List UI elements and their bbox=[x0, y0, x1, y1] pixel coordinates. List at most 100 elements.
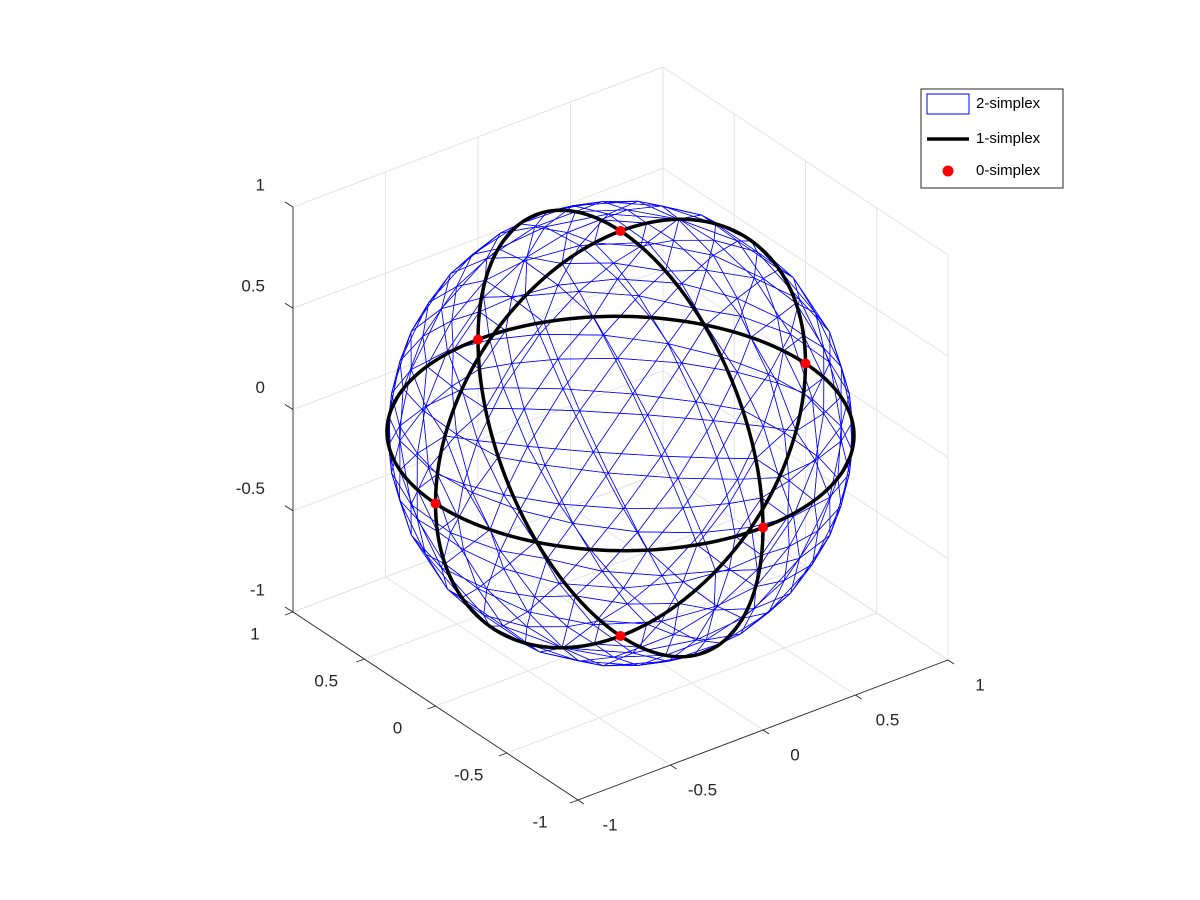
simplex-0 bbox=[758, 522, 768, 533]
simplex-2 bbox=[647, 414, 714, 479]
grid-line bbox=[292, 66, 664, 208]
simplex-2 bbox=[538, 290, 604, 336]
simplex-2 bbox=[637, 200, 702, 220]
simplex-1 bbox=[619, 229, 765, 528]
x-tick-label: 0 bbox=[790, 745, 799, 764]
edges bbox=[385, 208, 856, 659]
simplex-2 bbox=[485, 588, 536, 628]
x-tick bbox=[947, 659, 955, 665]
legend-label: 2-simplex bbox=[976, 95, 1041, 112]
simplex-2 bbox=[511, 358, 559, 410]
mesh bbox=[388, 200, 853, 667]
grid-line bbox=[292, 471, 664, 613]
simplex-2 bbox=[660, 401, 718, 459]
simplex-2 bbox=[616, 357, 683, 416]
simplex-1 bbox=[476, 339, 622, 638]
simplex-2 bbox=[511, 260, 559, 299]
legend-label: 0-simplex bbox=[976, 162, 1041, 179]
simplex-2 bbox=[410, 273, 451, 332]
legend-swatch bbox=[926, 93, 970, 115]
z-tick-label: 0 bbox=[256, 378, 265, 397]
simplex-2 bbox=[489, 333, 541, 389]
axes: -1 -0.5 0 0.5 1 -1 -0.5 0 0.5 1 -1 -0.5 0 0.5 1 bbox=[236, 175, 985, 834]
simplex-2 bbox=[527, 388, 594, 453]
simplex-2 bbox=[742, 579, 786, 619]
grid-line bbox=[364, 518, 735, 660]
simplex-2 bbox=[601, 570, 663, 605]
y-tick bbox=[498, 752, 507, 757]
simplex-2 bbox=[695, 401, 744, 459]
simplex-2 bbox=[533, 595, 576, 628]
simplex-1 bbox=[477, 314, 807, 365]
simplex-2 bbox=[486, 550, 536, 598]
legend-label: 1-simplex bbox=[976, 130, 1041, 147]
simplex-2 bbox=[544, 464, 609, 525]
simplex-2 bbox=[823, 396, 842, 443]
simplex-2 bbox=[557, 357, 619, 412]
z-tick bbox=[284, 606, 294, 613]
y-tick bbox=[427, 705, 436, 710]
simplex-1 bbox=[433, 229, 622, 504]
simplex-0 bbox=[615, 226, 626, 236]
simplex-2 bbox=[700, 478, 752, 534]
simplex-2 bbox=[661, 532, 717, 577]
z-tick-label: -1 bbox=[250, 580, 265, 599]
y-tick bbox=[284, 611, 294, 616]
simplex-2 bbox=[539, 333, 604, 390]
z-tick bbox=[284, 201, 294, 208]
simplex-2 bbox=[665, 239, 708, 272]
simplex-2 bbox=[526, 611, 595, 649]
simplex-1 bbox=[619, 363, 808, 638]
y-tick-label: 1 bbox=[250, 624, 259, 643]
simplex-2 bbox=[660, 455, 718, 509]
simplex-2 bbox=[622, 455, 684, 510]
simplex-2 bbox=[705, 269, 755, 317]
y-tick-label: -0.5 bbox=[454, 765, 483, 784]
simplex-2 bbox=[632, 393, 697, 457]
simplex-2 bbox=[637, 531, 703, 577]
simplex-1 bbox=[762, 362, 856, 530]
simplex-2 bbox=[558, 503, 625, 551]
x-tick-label: 1 bbox=[975, 675, 984, 694]
simplex-0 bbox=[615, 631, 626, 641]
legend: 2-simplex 1-simplex 0-simplex bbox=[920, 88, 1064, 189]
z-tick bbox=[284, 404, 294, 410]
simplex-2 bbox=[574, 595, 629, 622]
simplex-2 bbox=[526, 596, 569, 628]
simplex-2 bbox=[626, 575, 680, 605]
z-tick-label: -0.5 bbox=[236, 479, 265, 498]
simplex-2 bbox=[519, 205, 574, 225]
x-tick bbox=[855, 694, 862, 700]
simplex-2 bbox=[632, 342, 697, 403]
simplex-2 bbox=[612, 245, 667, 272]
simplex-2 bbox=[519, 509, 574, 560]
simplex-0 bbox=[800, 358, 811, 369]
simplex-2 bbox=[561, 262, 615, 292]
x-tick bbox=[670, 764, 677, 770]
simplex-0 bbox=[430, 498, 441, 509]
simplex-2 bbox=[681, 254, 739, 299]
simplex-2 bbox=[667, 642, 722, 662]
grid bbox=[292, 66, 949, 801]
simplex-2 bbox=[527, 445, 594, 505]
simplex-2 bbox=[713, 223, 758, 253]
simplex-1 bbox=[476, 208, 622, 340]
simplex-2 bbox=[422, 286, 457, 337]
simplex-2 bbox=[814, 412, 842, 462]
simplex-2 bbox=[497, 408, 546, 466]
simplex-2 bbox=[558, 451, 625, 510]
simplex-2 bbox=[705, 239, 756, 279]
points bbox=[430, 226, 811, 641]
z-tick bbox=[284, 505, 294, 512]
y-tick-label: 0.5 bbox=[314, 671, 338, 690]
simplex-2 bbox=[422, 365, 453, 412]
grid-line bbox=[662, 167, 949, 357]
simplex-2 bbox=[672, 239, 715, 271]
simplex-2 bbox=[790, 535, 831, 594]
simplex-2 bbox=[399, 405, 427, 455]
x-tick-label: -0.5 bbox=[688, 780, 717, 799]
simplex-0 bbox=[473, 334, 483, 345]
legend-swatch bbox=[942, 165, 954, 177]
